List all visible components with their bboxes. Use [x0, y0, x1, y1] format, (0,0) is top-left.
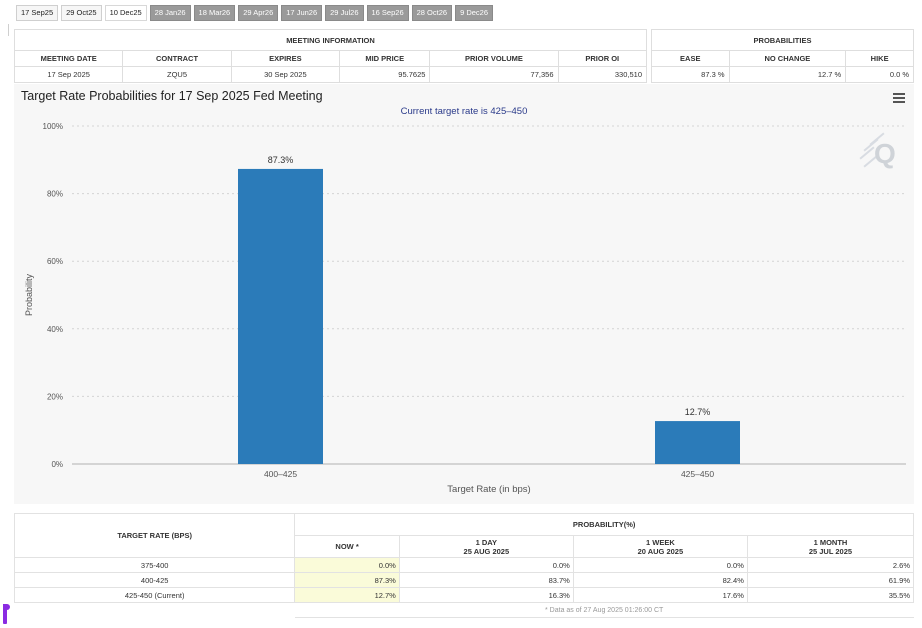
column-header: NO CHANGE — [728, 50, 847, 67]
rate-cell: 425-450 (Current) — [13, 587, 296, 603]
column-header: EASE — [651, 50, 730, 67]
table-row: 425-450 (Current) 12.7% 16.3% 17.6% 35.5… — [13, 587, 915, 603]
column-header: PRIOR VOLUME — [429, 50, 559, 67]
value-cell: 0.0% — [572, 557, 748, 573]
value-cell: 2.6% — [746, 557, 915, 573]
y-tick-label: 100% — [43, 122, 63, 131]
target-rate-header: TARGET RATE (BPS) — [13, 513, 296, 558]
column-header: PRIOR OI — [557, 50, 647, 67]
tab-meeting[interactable]: 17 Jun26 — [281, 5, 323, 21]
y-tick-label: 20% — [47, 392, 63, 401]
data-timestamp-note: * Data as of 27 Aug 2025 01:26:00 CT — [294, 602, 914, 618]
tab-meeting[interactable]: 29 Jul26 — [325, 5, 364, 21]
value-cell: 82.4% — [572, 572, 748, 588]
x-axis-title: Target Rate (in bps) — [447, 484, 530, 495]
bar-chart: 0% 20% 40% 60% 80% 100% 87.3% 400–425 12.7% 425–4… — [24, 122, 906, 495]
value-cell: 61.9% — [746, 572, 915, 588]
y-tick-label: 60% — [47, 257, 63, 266]
column-header: MID PRICE — [338, 50, 431, 67]
table-row: 87.3 % 12.7 % 0.0 % — [651, 66, 914, 83]
tab-meeting[interactable]: 17 Sep25 — [16, 5, 59, 21]
meeting-date-cell: 17 Sep 2025 — [13, 66, 124, 83]
period-header: 1 DAY 25 AUG 2025 — [398, 535, 574, 558]
meeting-information-header: MEETING INFORMATION — [14, 29, 647, 51]
hike-cell: 0.0 % — [845, 66, 914, 83]
column-header: MEETING DATE — [13, 50, 124, 67]
tab-meeting[interactable]: 28 Oct26 — [411, 5, 453, 21]
value-cell: 83.7% — [398, 572, 574, 588]
data-label: 12.7% — [685, 407, 711, 417]
prior-oi-cell: 330,510 — [557, 66, 647, 83]
rate-cell: 400-425 — [13, 572, 296, 588]
chart-subtitle: Current target rate is 425–450 — [400, 106, 528, 117]
meeting-information-table: MEETING INFORMATION MEETING DATE CONTRAC… — [13, 29, 647, 83]
no-change-cell: 12.7 % — [728, 66, 847, 83]
y-tick-label: 80% — [47, 190, 63, 199]
tab-meeting[interactable]: 18 Mar26 — [193, 5, 236, 21]
column-header: CONTRACT — [122, 50, 232, 67]
data-label: 87.3% — [268, 155, 294, 165]
table-row: 375-400 0.0% 0.0% 0.0% 2.6% — [13, 557, 915, 573]
tab-meeting[interactable]: 9 Dec26 — [455, 5, 493, 21]
expires-cell: 30 Sep 2025 — [230, 66, 341, 83]
table-row: 400-425 87.3% 83.7% 82.4% 61.9% — [13, 572, 915, 588]
y-axis-title: Probability — [24, 273, 34, 316]
tab-meeting[interactable]: 16 Sep26 — [366, 5, 409, 21]
now-cell: 87.3% — [294, 572, 400, 588]
bar — [655, 421, 740, 464]
watermark-letter: Q — [874, 138, 896, 169]
period-header: NOW * — [294, 535, 400, 558]
chart-panel: Target Rate Probabilities for 17 Sep 202… — [14, 84, 914, 504]
value-cell: 17.6% — [572, 587, 748, 603]
probabilities-header: PROBABILITIES — [651, 29, 914, 51]
tab-meeting[interactable]: 29 Apr26 — [238, 5, 279, 21]
value-cell: 0.0% — [398, 557, 574, 573]
x-tick-label: 425–450 — [681, 469, 714, 479]
rate-cell: 375-400 — [13, 557, 296, 573]
quikstrike-logo-icon: Q — [859, 132, 902, 178]
ease-cell: 87.3 % — [651, 66, 730, 83]
contract-cell: ZQU5 — [122, 66, 232, 83]
column-header: HIKE — [845, 50, 914, 67]
column-header: EXPIRES — [230, 50, 341, 67]
target-rate-probability-table: TARGET RATE (BPS) PROBABILITY(%) NOW * 1… — [13, 513, 915, 618]
value-cell: 35.5% — [746, 587, 915, 603]
divider — [8, 24, 9, 36]
now-cell: 12.7% — [294, 587, 400, 603]
y-tick-label: 0% — [51, 460, 63, 469]
x-tick-label: 400–425 — [264, 469, 297, 479]
tab-meeting[interactable]: 29 Oct25 — [61, 5, 102, 21]
probability-group-header: PROBABILITY(%) — [294, 513, 914, 536]
now-cell: 0.0% — [294, 557, 400, 573]
tab-meeting[interactable]: 10 Dec25 — [104, 5, 147, 21]
flag-marker-icon — [3, 604, 10, 624]
hamburger-menu-icon[interactable] — [893, 93, 905, 103]
tab-meeting[interactable]: 28 Jan26 — [149, 5, 191, 21]
mid-price-cell: 95.7625 — [338, 66, 431, 83]
probabilities-table: PROBABILITIES EASE NO CHANGE HIKE 87.3 %… — [651, 29, 914, 83]
meeting-tabs: 17 Sep25 29 Oct25 10 Dec25 28 Jan26 18 M… — [16, 5, 493, 21]
y-tick-label: 40% — [47, 325, 63, 334]
period-header: 1 MONTH 25 JUL 2025 — [746, 535, 915, 558]
chart-title: Target Rate Probabilities for 17 Sep 202… — [21, 89, 323, 103]
table-row: 17 Sep 2025 ZQU5 30 Sep 2025 95.7625 77,… — [13, 66, 647, 83]
period-header: 1 WEEK 20 AUG 2025 — [572, 535, 748, 558]
bar — [238, 168, 323, 464]
prior-volume-cell: 77,356 — [429, 66, 559, 83]
value-cell: 16.3% — [398, 587, 574, 603]
